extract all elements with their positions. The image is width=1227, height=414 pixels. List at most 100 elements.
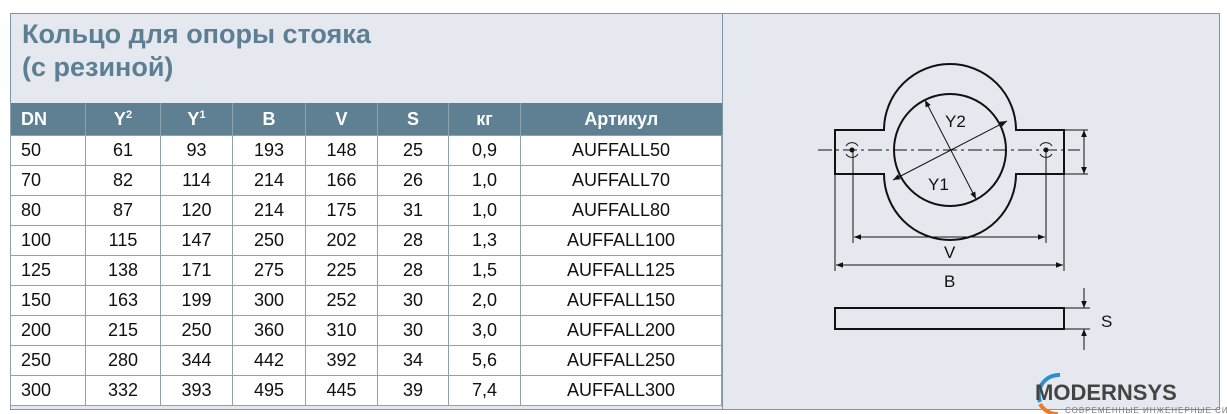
table-cell: 193	[232, 135, 306, 166]
table-cell: AUFFALL200	[520, 315, 722, 346]
table-cell: 1,0	[448, 195, 521, 226]
table-cell: AUFFALL70	[520, 165, 722, 196]
table-cell: AUFFALL300	[520, 375, 722, 406]
table-cell: 82	[85, 165, 161, 196]
table-cell: 250	[160, 315, 233, 346]
table-cell: 61	[85, 135, 161, 166]
table-row: 125 138 171 275 225 28 1,5 AUFFALL125	[10, 255, 722, 286]
column-header-label: DN	[21, 108, 47, 129]
divider	[722, 13, 723, 410]
table-cell: 442	[232, 345, 306, 376]
modernsys-logo: MODERNSYS СОВРЕМЕННЫЕ ИНЖЕНЕРНЫЕ СИСТЕМЫ	[1035, 372, 1227, 414]
table-cell: 70	[10, 165, 86, 196]
table-cell: AUFFALL125	[520, 255, 722, 286]
table-cell: 87	[85, 195, 161, 226]
plate-side-view	[834, 307, 1065, 330]
title-line-2: (с резиной)	[22, 52, 174, 82]
table-cell: 1,3	[448, 225, 521, 256]
svg-text:СОВРЕМЕННЫЕ ИНЖЕНЕРНЫЕ СИСТЕМЫ: СОВРЕМЕННЫЕ ИНЖЕНЕРНЫЕ СИСТЕМЫ	[1065, 406, 1227, 414]
table-cell: 120	[160, 195, 233, 226]
table-cell: 93	[160, 135, 233, 166]
table-cell: 300	[10, 375, 86, 406]
svg-text:MODERNSYS: MODERNSYS	[1035, 380, 1177, 405]
table-cell: 360	[232, 315, 306, 346]
table-cell: 175	[305, 195, 378, 226]
column-header: DN	[10, 103, 86, 136]
table-cell: 445	[305, 375, 378, 406]
label-y2: Y2	[945, 112, 966, 131]
column-header: Артикул	[520, 103, 722, 136]
table-cell: 3,0	[448, 315, 521, 346]
table-cell: 252	[305, 285, 378, 316]
table-cell: 0,9	[448, 135, 521, 166]
column-header: B	[232, 103, 306, 136]
column-header: Y1	[160, 103, 233, 136]
table-cell: 214	[232, 195, 306, 226]
table-cell: 495	[232, 375, 306, 406]
table-cell: 250	[10, 345, 86, 376]
column-header-label: Y	[113, 108, 126, 129]
table-cell: 25	[377, 135, 449, 166]
label-y1: Y1	[928, 175, 949, 194]
table-row: 200 215 250 360 310 30 3,0 AUFFALL200	[10, 315, 722, 346]
column-header-label: V	[335, 108, 348, 129]
table-cell: 31	[377, 195, 449, 226]
table-cell: AUFFALL80	[520, 195, 722, 226]
label-v: V	[944, 243, 956, 262]
column-header: V	[305, 103, 378, 136]
table-cell: 30	[377, 285, 449, 316]
table-cell: 275	[232, 255, 306, 286]
table-row: 300 332 393 495 445 39 7,4 AUFFALL300	[10, 375, 722, 406]
table-cell: 7,4	[448, 375, 521, 406]
table-cell: 80	[10, 195, 86, 226]
column-header: Y2	[85, 103, 161, 136]
table-cell: AUFFALL100	[520, 225, 722, 256]
table-cell: 30	[377, 315, 449, 346]
table-row: 100 115 147 250 202 28 1,3 AUFFALL100	[10, 225, 722, 256]
table-cell: 115	[85, 225, 161, 256]
table-row: 150 163 199 300 252 30 2,0 AUFFALL150	[10, 285, 722, 316]
table-cell: 163	[85, 285, 161, 316]
column-header-label: Артикул	[584, 108, 659, 129]
page-title: Кольцо для опоры стояка (с резиной)	[10, 13, 722, 103]
column-header: кг	[448, 103, 521, 136]
column-header-label: B	[262, 108, 276, 129]
table-cell: 50	[10, 135, 86, 166]
table-cell: 199	[160, 285, 233, 316]
table-cell: 148	[305, 135, 378, 166]
table-cell: 5,6	[448, 345, 521, 376]
ring-outline	[834, 63, 1065, 241]
table-cell: 100	[10, 225, 86, 256]
table-cell: 125	[10, 255, 86, 286]
table-cell: 393	[160, 375, 233, 406]
table-row: 250 280 344 442 392 34 5,6 AUFFALL250	[10, 345, 722, 376]
label-s: S	[1101, 312, 1112, 331]
table-cell: 200	[10, 315, 86, 346]
table-cell: AUFFALL250	[520, 345, 722, 376]
table-cell: 28	[377, 225, 449, 256]
table-row: 80 87 120 214 175 31 1,0 AUFFALL80	[10, 195, 722, 226]
column-header-label: кг	[476, 108, 493, 129]
label-b: B	[944, 272, 955, 291]
table-row: 70 82 114 214 166 26 1,0 AUFFALL70	[10, 165, 722, 196]
table-cell: 34	[377, 345, 449, 376]
column-header-superscript: 1	[199, 108, 206, 121]
table-cell: AUFFALL150	[520, 285, 722, 316]
column-header-superscript: 2	[125, 108, 133, 121]
table-cell: 202	[305, 225, 378, 256]
table-cell: 39	[377, 375, 449, 406]
table-cell: 166	[305, 165, 378, 196]
table-cell: 332	[85, 375, 161, 406]
column-header-label: Y	[187, 108, 200, 129]
table-cell: 280	[85, 345, 161, 376]
title-line-1: Кольцо для опоры стояка	[22, 19, 371, 49]
table-cell: 300	[232, 285, 306, 316]
table-cell: 1,5	[448, 255, 521, 286]
column-header-label: S	[406, 108, 419, 129]
column-header: S	[377, 103, 449, 136]
table-cell: 171	[160, 255, 233, 286]
table-cell: 392	[305, 345, 378, 376]
